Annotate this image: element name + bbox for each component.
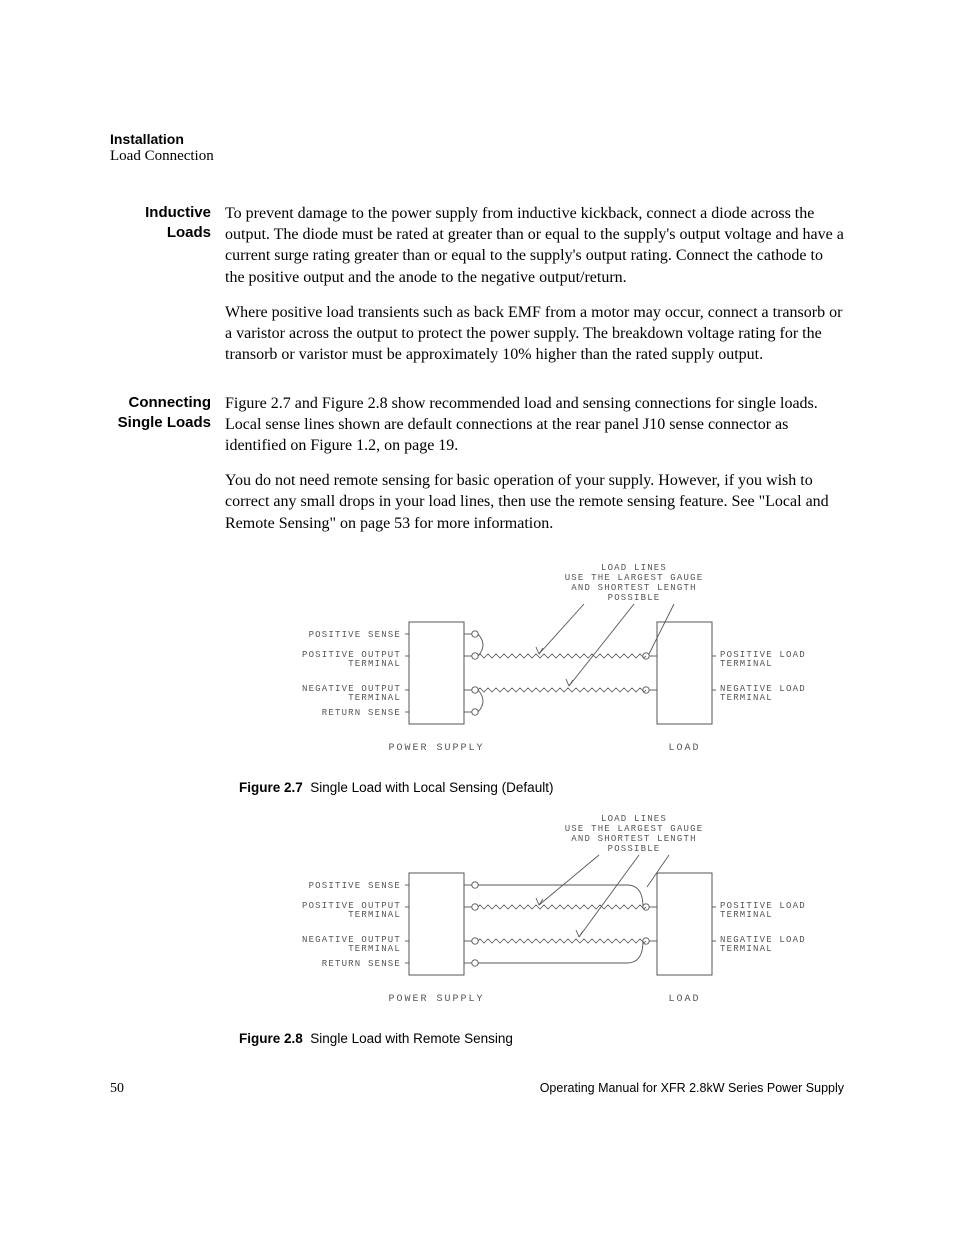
body-text: To prevent damage to the power supply fr… — [225, 203, 844, 379]
paragraph: Figure 2.7 and Figure 2.8 show recommend… — [225, 393, 844, 456]
svg-text:TERMINAL: TERMINAL — [348, 693, 401, 703]
figure-2-8: LOAD LINESUSE THE LARGEST GAUGEAND SHORT… — [239, 813, 844, 1046]
header-section: Installation — [110, 130, 844, 148]
body-text: Figure 2.7 and Figure 2.8 show recommend… — [225, 393, 844, 548]
figure-caption: Figure 2.8 Single Load with Remote Sensi… — [239, 1031, 844, 1046]
svg-text:TERMINAL: TERMINAL — [720, 659, 773, 669]
svg-text:TERMINAL: TERMINAL — [720, 693, 773, 703]
svg-text:TERMINAL: TERMINAL — [348, 910, 401, 920]
wiring-diagram-local: LOAD LINESUSE THE LARGEST GAUGEAND SHORT… — [239, 562, 829, 772]
section-inductive-loads: Inductive Loads To prevent damage to the… — [110, 203, 844, 379]
svg-text:TERMINAL: TERMINAL — [720, 910, 773, 920]
svg-text:TERMINAL: TERMINAL — [348, 659, 401, 669]
svg-text:AND SHORTEST LENGTH: AND SHORTEST LENGTH — [571, 583, 696, 593]
svg-text:LOAD LINES: LOAD LINES — [601, 814, 667, 824]
page-footer: 50 Operating Manual for XFR 2.8kW Series… — [110, 1081, 844, 1097]
svg-text:USE THE LARGEST GAUGE: USE THE LARGEST GAUGE — [565, 573, 704, 583]
svg-text:LOAD: LOAD — [668, 743, 700, 754]
footer-doc-title: Operating Manual for XFR 2.8kW Series Po… — [540, 1081, 844, 1097]
svg-text:POSITIVE SENSE: POSITIVE SENSE — [309, 630, 401, 640]
svg-text:POSSIBLE: POSSIBLE — [608, 844, 661, 854]
page-header: Installation Load Connection — [110, 130, 844, 165]
svg-text:POSSIBLE: POSSIBLE — [608, 593, 661, 603]
wiring-diagram-remote: LOAD LINESUSE THE LARGEST GAUGEAND SHORT… — [239, 813, 829, 1023]
svg-text:RETURN SENSE: RETURN SENSE — [322, 708, 401, 718]
content: Inductive Loads To prevent damage to the… — [110, 203, 844, 1045]
svg-text:POSITIVE SENSE: POSITIVE SENSE — [309, 881, 401, 891]
svg-text:TERMINAL: TERMINAL — [348, 944, 401, 954]
header-subsection: Load Connection — [110, 148, 844, 165]
side-label: Connecting Single Loads — [110, 393, 225, 434]
svg-text:USE THE LARGEST GAUGE: USE THE LARGEST GAUGE — [565, 824, 704, 834]
section-connecting-single-loads: Connecting Single Loads Figure 2.7 and F… — [110, 393, 844, 548]
svg-text:POWER SUPPLY: POWER SUPPLY — [388, 743, 484, 754]
svg-text:LOAD: LOAD — [668, 994, 700, 1005]
page: Installation Load Connection Inductive L… — [0, 0, 954, 1235]
side-label: Inductive Loads — [110, 203, 225, 244]
paragraph: To prevent damage to the power supply fr… — [225, 203, 844, 287]
svg-text:POWER SUPPLY: POWER SUPPLY — [388, 994, 484, 1005]
svg-text:LOAD LINES: LOAD LINES — [601, 563, 667, 573]
svg-text:AND SHORTEST LENGTH: AND SHORTEST LENGTH — [571, 834, 696, 844]
svg-text:TERMINAL: TERMINAL — [720, 944, 773, 954]
figure-caption: Figure 2.7 Single Load with Local Sensin… — [239, 780, 844, 795]
paragraph: You do not need remote sensing for basic… — [225, 470, 844, 533]
page-number: 50 — [110, 1081, 124, 1097]
svg-text:RETURN SENSE: RETURN SENSE — [322, 959, 401, 969]
paragraph: Where positive load transients such as b… — [225, 302, 844, 365]
figure-2-7: LOAD LINESUSE THE LARGEST GAUGEAND SHORT… — [239, 562, 844, 795]
